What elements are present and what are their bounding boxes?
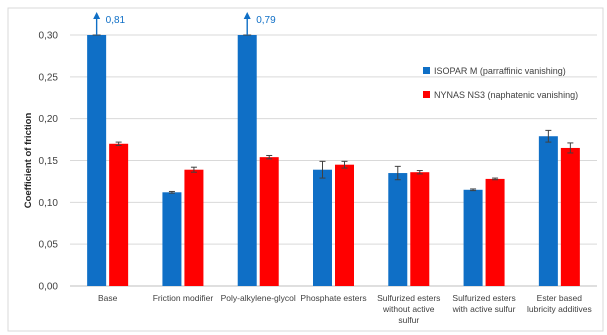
category-label-line: sulfur [398, 315, 419, 325]
category-label-line: with active sulfur [452, 304, 516, 314]
overflow-value-label: 0,81 [106, 15, 126, 26]
category-label-line: Phosphate esters [300, 293, 366, 303]
category-label-line: Friction modifier [153, 293, 214, 303]
y-tick-label: 0,25 [39, 72, 59, 83]
bar-nynas [485, 178, 505, 286]
bar-isopar [538, 136, 558, 286]
category-label-line: Sulfurized esters [377, 293, 440, 303]
category-label-line: Ester based [537, 293, 583, 303]
category-label: Phosphate esters [300, 293, 366, 303]
category-label-line: without active [382, 304, 435, 314]
category-label-line: Base [98, 293, 118, 303]
bar-nynas [410, 172, 430, 286]
category-label: Base [98, 293, 118, 303]
overflow-arrow-head [243, 12, 251, 19]
legend-label: ISOPAR M (parraffinic vanishing) [434, 66, 566, 76]
y-tick-label: 0,10 [39, 198, 59, 209]
legend-swatch [423, 67, 430, 74]
bar-isopar [313, 169, 332, 286]
category-label: Sulfurized esters with active sulfur [452, 293, 516, 314]
bar-nynas [335, 164, 354, 286]
y-tick-label: 0,20 [39, 114, 59, 125]
bar-isopar [87, 35, 107, 286]
category-label-line: Sulfurized esters [452, 293, 515, 303]
y-axis-label: Coefficient of friction [23, 113, 34, 209]
category-label: Sulfurized esters without active sulfur [377, 293, 440, 325]
category-label: Poly-alkylene-glycol [221, 293, 296, 303]
bar-nynas [184, 169, 204, 286]
legend-swatch [423, 91, 430, 98]
y-tick-label: 0,00 [39, 282, 59, 293]
legend-label: NYNAS NS3 (naphatenic vanishing) [434, 90, 578, 100]
y-tick-label: 0,15 [39, 156, 59, 167]
category-label-line: Poly-alkylene-glycol [221, 293, 296, 303]
category-label: Friction modifier [153, 293, 214, 303]
y-tick-label: 0,05 [39, 240, 59, 251]
bar-nynas [560, 147, 580, 286]
category-label-line: lubricity additives [527, 304, 592, 314]
bar-isopar [388, 173, 408, 286]
bar-nynas [259, 157, 279, 286]
bar-nynas [109, 143, 129, 286]
bar-isopar [237, 35, 257, 286]
overflow-value-label: 0,79 [256, 15, 276, 26]
y-tick-label: 0,30 [39, 31, 59, 42]
category-label: Ester based lubricity additives [527, 293, 592, 314]
bar-isopar [162, 192, 182, 286]
overflow-arrow-head [93, 12, 101, 19]
bar-isopar [463, 189, 483, 286]
